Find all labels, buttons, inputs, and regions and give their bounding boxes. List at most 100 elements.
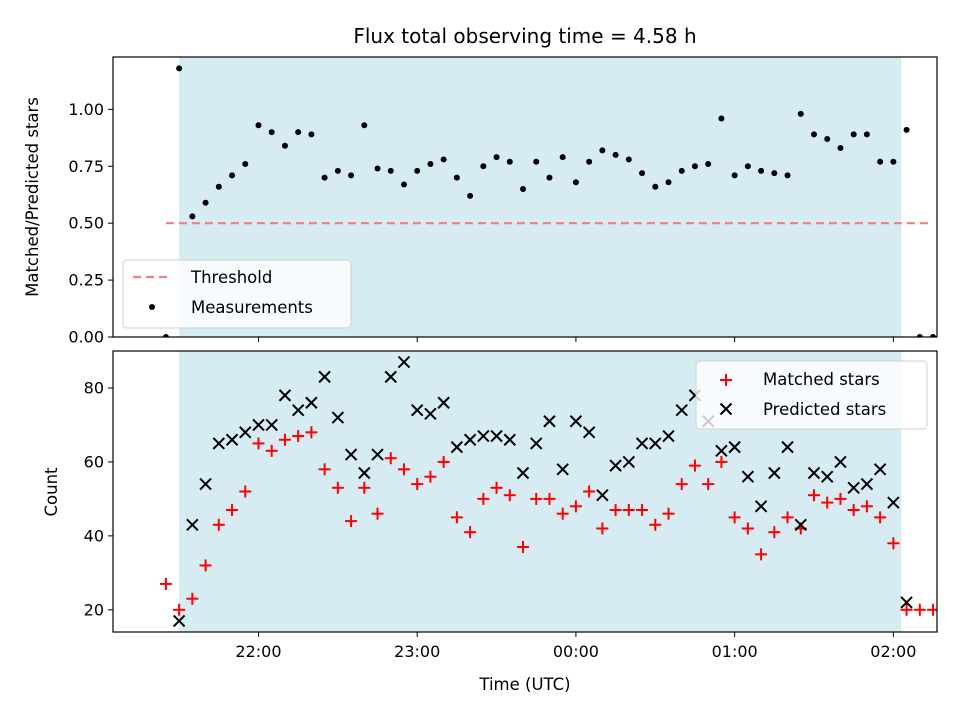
predicted-stars-point-b (477, 429, 490, 443)
predicted-stars-point (291, 403, 305, 417)
matched-stars-point (411, 478, 424, 491)
matched-stars-point (226, 503, 239, 516)
measurement-point (903, 126, 910, 133)
matched-stars-point (252, 437, 265, 450)
matched-stars-point (583, 485, 596, 498)
predicted-stars-point (728, 440, 741, 454)
legend-matched-label: Matched stars (763, 370, 880, 389)
predicted-stars-point (516, 466, 530, 480)
matched-stars-point (503, 489, 516, 502)
measurement-point (665, 179, 672, 186)
measurement-point (361, 122, 368, 129)
matched-stars-point (437, 455, 450, 468)
matched-stars-point (688, 459, 701, 472)
predicted-stars-point (662, 429, 675, 443)
matched-stars-point (649, 518, 662, 531)
matched-stars-point (278, 433, 291, 446)
predicted-stars-point (635, 437, 649, 450)
y-tick-label-1-1: 40 (84, 526, 104, 545)
y-tick-label-1-2: 60 (84, 452, 104, 471)
predicted-stars-point-b (622, 455, 636, 469)
measurement-point (916, 334, 923, 337)
measurement-point (453, 174, 460, 181)
predicted-stars-point-b (781, 440, 794, 454)
measurement-point (797, 110, 804, 117)
matched-stars-point (345, 515, 358, 528)
predicted-stars-point-b (186, 518, 199, 531)
matched-stars-point (622, 503, 635, 516)
measurement-point (321, 174, 328, 181)
predicted-stars-point-b (582, 426, 596, 439)
x-tick-label-0: 22:00 (235, 642, 281, 661)
x-axis-label: Time (UTC) (478, 675, 570, 694)
measurement-point (295, 129, 302, 136)
predicted-stars-point-b (172, 614, 186, 628)
predicted-stars-point (860, 477, 874, 491)
predicted-stars-point-b (900, 596, 913, 609)
legend-predicted-label: Predicted stars (763, 400, 886, 419)
measurement-point (374, 165, 381, 172)
matched-stars-point (331, 481, 344, 494)
predicted-stars-point-b (662, 429, 675, 443)
x-tick-label-2: 00:00 (553, 642, 599, 661)
predicted-stars-point (450, 440, 464, 454)
measurement-point (678, 167, 685, 174)
matched-stars-point (807, 489, 820, 502)
predicted-stars-point-b (794, 518, 807, 531)
predicted-stars-point-b (887, 496, 900, 509)
legend-1: Matched stars Predicted stars (695, 360, 928, 430)
predicted-stars-point (675, 403, 688, 417)
y-tick-label-1-3: 80 (84, 378, 104, 397)
matched-stars-point (477, 492, 490, 505)
measurement-point (215, 183, 222, 190)
measurement-point (837, 145, 844, 152)
predicted-stars-point-b (530, 437, 543, 450)
predicted-stars-point (212, 437, 226, 450)
measurement-point (559, 154, 566, 161)
axes-frame-1 (112, 350, 938, 633)
matched-stars-point (847, 503, 860, 516)
predicted-stars-point-b (569, 415, 583, 428)
predicted-stars-point-b (860, 477, 874, 491)
predicted-stars-point-b (490, 429, 503, 443)
matched-stars-point (358, 481, 371, 494)
measurement-point (599, 147, 606, 154)
predicted-stars-point (556, 463, 569, 476)
predicted-stars-point (490, 429, 503, 443)
predicted-stars-point (437, 396, 450, 409)
legend-predicted-swatch-b (719, 402, 733, 416)
measurement-point (387, 167, 394, 174)
x-tick-label-3: 01:00 (712, 642, 758, 661)
predicted-stars-point (252, 418, 265, 432)
y-tick-label-0-3: 0.75 (68, 157, 104, 176)
predicted-stars-point (305, 396, 318, 409)
predicted-stars-point (199, 477, 212, 491)
matched-stars-point (728, 511, 741, 524)
measurement-point (348, 172, 355, 179)
predicted-stars-point-b (768, 466, 781, 480)
matched-stars-point (768, 526, 781, 539)
measurement-point (705, 160, 712, 167)
predicted-stars-point (715, 444, 728, 458)
measurement-point (202, 199, 209, 206)
measurement-point (334, 167, 341, 174)
measurement-point (850, 131, 857, 138)
measurement-point (784, 172, 791, 179)
predicted-stars-point (265, 418, 278, 432)
matched-stars-point (543, 492, 556, 505)
matched-stars-point (596, 522, 609, 535)
predicted-stars-point-b (834, 455, 847, 469)
top-panel: 0.00 0.25 0.50 0.75 1.00 Threshold Measurement… (68, 56, 938, 347)
measurement-point (255, 122, 262, 129)
predicted-stars-point (410, 403, 424, 417)
predicted-stars-point-b (873, 463, 887, 476)
matched-stars-point (397, 463, 410, 476)
predicted-stars-point-b (358, 466, 371, 480)
predicted-stars-point (172, 614, 186, 628)
matched-stars-point (636, 503, 649, 516)
predicted-stars-point (239, 426, 252, 439)
matched-stars-point (715, 455, 728, 468)
predicted-stars-point (873, 463, 887, 476)
matched-stars-point (464, 526, 477, 539)
